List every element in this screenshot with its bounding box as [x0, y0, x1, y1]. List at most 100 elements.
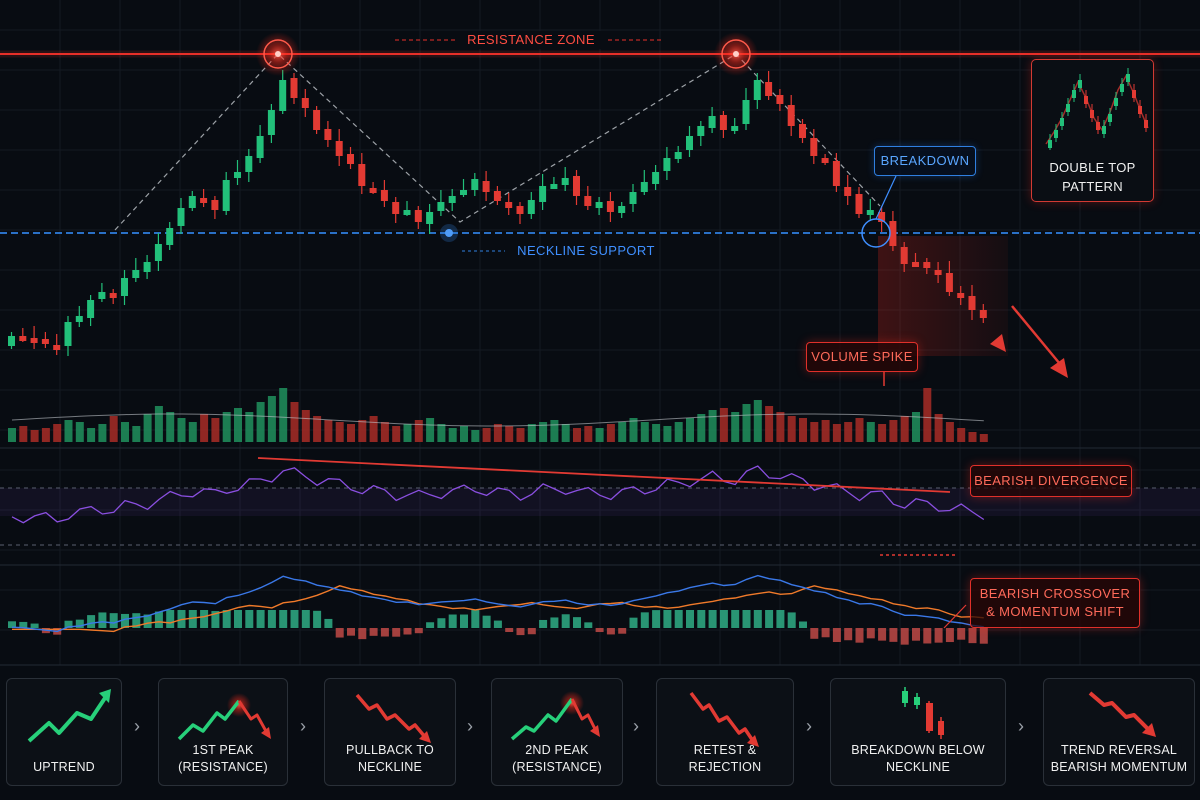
macd-histogram-bar: [143, 614, 152, 628]
macd-histogram-bar: [912, 628, 920, 641]
candle: [516, 206, 524, 214]
second-peak-icon: [510, 691, 600, 741]
volume-bar: [821, 420, 830, 442]
candle: [358, 164, 366, 186]
candle: [98, 292, 106, 299]
macd-histogram-bar: [505, 628, 514, 633]
macd-histogram-bar: [674, 610, 683, 628]
candle: [957, 293, 965, 298]
candle: [19, 336, 27, 341]
macd-histogram-bar: [539, 619, 548, 628]
candle: [697, 126, 705, 136]
pullback-icon: [355, 693, 431, 743]
candle: [121, 278, 128, 296]
volume-bar: [301, 410, 310, 442]
candle: [53, 345, 61, 350]
macd-histogram-bar: [719, 610, 728, 628]
volume-bar: [573, 428, 581, 442]
step-label-line1: RETEST & REJECTION: [688, 743, 762, 774]
chevron-right-icon: ›: [467, 716, 473, 736]
candle: [878, 212, 886, 222]
macd-histogram-bar: [414, 628, 423, 634]
candle: [8, 336, 15, 346]
macd-histogram-bar: [154, 611, 163, 628]
candle: [41, 339, 49, 344]
divergence-line: [257, 457, 951, 493]
volume-bar: [799, 418, 807, 442]
macd-histogram-bar: [200, 610, 209, 628]
candle: [471, 179, 479, 190]
candle: [347, 154, 354, 164]
mini-candle: [1144, 120, 1148, 128]
candle: [75, 316, 83, 322]
rsi-line: [11, 465, 985, 524]
candle: [369, 188, 377, 193]
volume-bar: [493, 424, 502, 442]
second-peak-glow-dot: [733, 51, 739, 57]
candle: [188, 196, 196, 208]
uptrend-arrow-icon: [27, 689, 111, 743]
candle: [923, 262, 931, 268]
mini-candle: [1078, 80, 1082, 88]
chevron-right-icon: ›: [633, 716, 639, 736]
macd-histogram-bar: [810, 628, 819, 639]
volume-bar: [132, 426, 141, 442]
candle: [595, 202, 603, 208]
macd-histogram-bar: [87, 615, 96, 628]
volume-bar: [403, 424, 412, 442]
candle: [166, 228, 174, 245]
macd-histogram-bar: [708, 610, 717, 628]
macd-histogram-bar: [618, 628, 627, 634]
candle: [640, 182, 648, 192]
macd-histogram-bar: [482, 615, 491, 628]
first-peak-glow-dot: [275, 51, 281, 57]
volume-bar: [211, 418, 220, 442]
volume-bar: [629, 418, 638, 442]
neckline-point: [445, 229, 453, 237]
downtrend-arrowhead: [1050, 358, 1068, 378]
macd-histogram-bar: [30, 623, 39, 628]
candle: [403, 210, 411, 215]
volume-bar: [945, 422, 954, 442]
candle: [979, 310, 987, 318]
pattern-title-line1: DOUBLE TOP: [1049, 160, 1136, 175]
macd-histogram-bar: [403, 628, 412, 635]
macd-histogram-bar: [19, 621, 28, 628]
candle: [414, 210, 422, 222]
volume-bar: [640, 422, 649, 442]
downtrend-arrowhead: [990, 334, 1006, 352]
macd-histogram-bar: [923, 628, 932, 644]
crossover-pointer: [943, 604, 967, 629]
macd-histogram-bar: [573, 617, 581, 628]
candle: [674, 152, 682, 159]
step-label-line2: NECKLINE: [885, 760, 951, 774]
macd-histogram-bar: [75, 619, 84, 628]
volume-bar: [979, 434, 988, 442]
macd-histogram-bar: [561, 614, 570, 628]
volume-bar: [595, 428, 604, 442]
volume-spike-label: VOLUME SPIKE: [806, 342, 918, 372]
macd-histogram-bar: [493, 620, 502, 628]
chevron-right-icon: ›: [300, 716, 306, 736]
macd-histogram-bar: [606, 628, 615, 635]
step-label-line1: BREAKDOWN BELOW: [851, 743, 985, 757]
volume-average-line: [11, 413, 984, 427]
step-label: RETEST & REJECTION: [657, 742, 793, 776]
candle: [900, 247, 908, 264]
bearish-divergence-label: BEARISH DIVERGENCE: [970, 465, 1132, 497]
volume-bar: [53, 424, 62, 442]
macd-histogram-bar: [380, 628, 389, 637]
retest-rejection-icon: [689, 691, 759, 747]
pattern-outline: [114, 53, 881, 231]
candle: [889, 221, 897, 246]
volume-bar: [358, 420, 367, 442]
candle: [132, 270, 140, 278]
macd-histogram-bar: [335, 628, 344, 638]
candle: [493, 191, 501, 201]
candle: [844, 187, 852, 196]
volume-bar: [618, 422, 627, 442]
macd-histogram-bar: [878, 628, 887, 641]
macd-histogram-bar: [787, 612, 796, 628]
breakdown-label: BREAKDOWN: [874, 146, 976, 176]
resistance-zone-label: RESISTANCE ZONE: [458, 31, 604, 49]
